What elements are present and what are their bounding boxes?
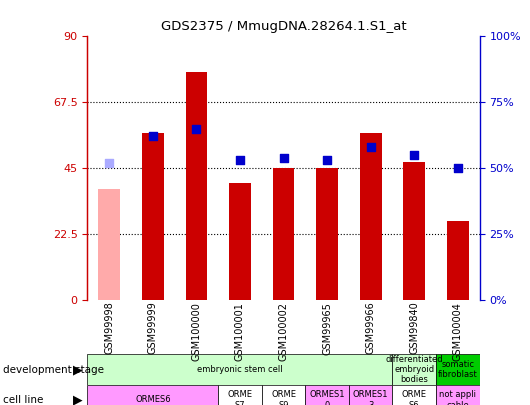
Text: ORME
S7: ORME S7 xyxy=(227,390,252,405)
Point xyxy=(366,144,375,150)
Text: GSM100004: GSM100004 xyxy=(453,302,463,360)
Point xyxy=(236,157,244,164)
Text: cell line: cell line xyxy=(3,395,43,405)
Point xyxy=(105,160,113,166)
Bar xyxy=(142,133,164,300)
Bar xyxy=(87,354,393,385)
Text: GSM100001: GSM100001 xyxy=(235,302,245,360)
Text: GSM99998: GSM99998 xyxy=(104,302,114,354)
Point xyxy=(323,157,331,164)
Bar xyxy=(229,183,251,300)
Bar xyxy=(305,385,349,405)
Bar xyxy=(186,72,207,300)
Title: GDS2375 / MmugDNA.28264.1.S1_at: GDS2375 / MmugDNA.28264.1.S1_at xyxy=(161,19,407,32)
Bar xyxy=(99,189,120,300)
Text: GSM99965: GSM99965 xyxy=(322,302,332,355)
Point xyxy=(279,154,288,161)
Text: ORME
S6: ORME S6 xyxy=(402,390,427,405)
Bar xyxy=(87,385,218,405)
Text: GSM100000: GSM100000 xyxy=(191,302,201,360)
Text: ORMES6: ORMES6 xyxy=(135,395,171,405)
Text: development stage: development stage xyxy=(3,364,104,375)
Bar xyxy=(447,221,469,300)
Text: not appli
cable: not appli cable xyxy=(439,390,476,405)
Text: differentiated
embryoid
bodies: differentiated embryoid bodies xyxy=(385,355,443,384)
Text: GSM99999: GSM99999 xyxy=(148,302,158,354)
Point xyxy=(148,133,157,140)
Text: embryonic stem cell: embryonic stem cell xyxy=(197,365,283,374)
Point xyxy=(192,126,201,132)
Text: GSM99966: GSM99966 xyxy=(366,302,376,354)
Text: GSM99840: GSM99840 xyxy=(409,302,419,354)
Point xyxy=(454,165,462,171)
Text: ORMES1
3: ORMES1 3 xyxy=(353,390,388,405)
Bar xyxy=(360,133,382,300)
Text: ORMES1
0: ORMES1 0 xyxy=(310,390,345,405)
Text: ▶: ▶ xyxy=(73,393,82,405)
Bar xyxy=(436,354,480,385)
Bar xyxy=(262,385,305,405)
Bar xyxy=(393,385,436,405)
Text: somatic
fibroblast: somatic fibroblast xyxy=(438,360,478,379)
Bar xyxy=(393,354,436,385)
Text: ORME
S9: ORME S9 xyxy=(271,390,296,405)
Bar xyxy=(436,385,480,405)
Bar xyxy=(403,162,425,300)
Bar xyxy=(218,385,262,405)
Point xyxy=(410,151,419,158)
Bar xyxy=(272,168,295,300)
Bar xyxy=(349,385,393,405)
Text: GSM100002: GSM100002 xyxy=(279,302,288,361)
Text: ▶: ▶ xyxy=(73,363,82,376)
Bar xyxy=(316,168,338,300)
